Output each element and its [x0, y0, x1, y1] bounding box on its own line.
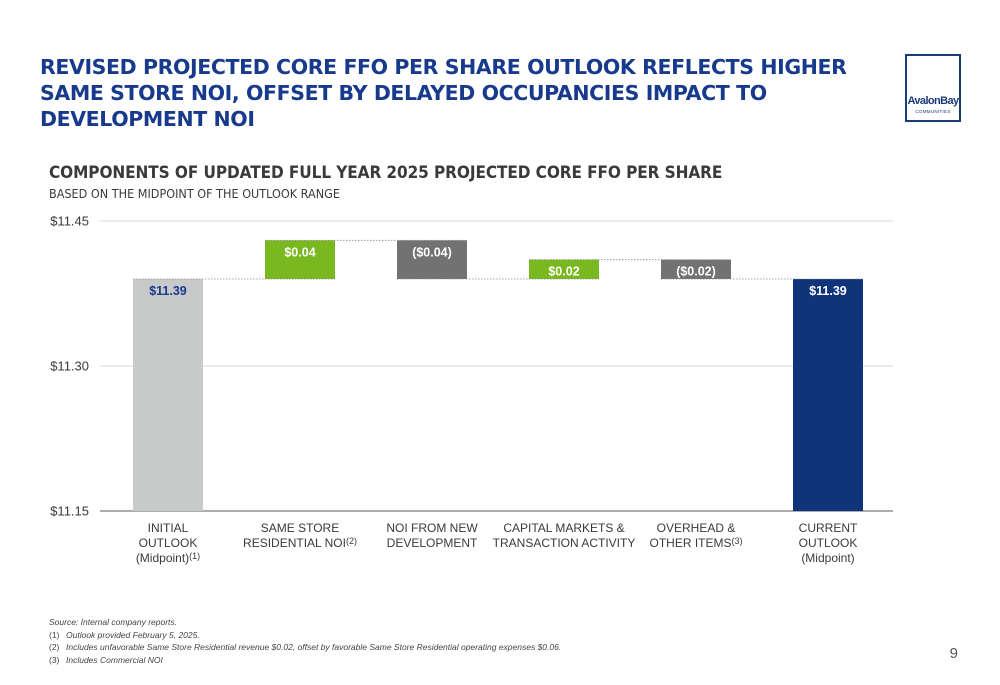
- bar-increase: [529, 259, 599, 279]
- x-category-label: INITIAL: [148, 521, 189, 535]
- company-logo: AvalonBay COMMUNITIES: [905, 54, 961, 122]
- x-category-label: OVERHEAD &: [657, 521, 736, 535]
- x-category-label: (Midpoint)(1): [136, 551, 200, 565]
- footnote-1: (1) Outlook provided February 5, 2025.: [49, 629, 200, 640]
- footnote-marker: (1): [189, 551, 200, 561]
- footnote-3: (3) Includes Commercial NOI: [49, 654, 163, 665]
- chart-title: COMPONENTS OF UPDATED FULL YEAR 2025 PRO…: [49, 163, 723, 182]
- bar-decrease: [661, 259, 731, 279]
- chart-subtitle: BASED ON THE MIDPOINT OF THE OUTLOOK RAN…: [49, 186, 340, 201]
- page-number: 9: [949, 645, 958, 662]
- y-tick-label: $11.45: [50, 214, 89, 229]
- x-category-label: RESIDENTIAL NOI(2): [243, 536, 357, 550]
- x-category-label: TRANSACTION ACTIVITY: [493, 536, 636, 550]
- footnote-marker: (3): [732, 536, 743, 546]
- footnotes: Source: Internal company reports. (1) Out…: [49, 616, 561, 666]
- footnote-marker: (2): [346, 536, 357, 546]
- footnote-2: (2) Includes unfavorable Same Store Resid…: [49, 642, 562, 652]
- page-title: REVISED PROJECTED CORE FFO PER SHARE OUT…: [40, 55, 847, 131]
- bar-increase: [265, 240, 335, 279]
- x-category-label: DEVELOPMENT: [387, 536, 478, 550]
- bar-value-label: ($0.02): [676, 265, 716, 279]
- logo-subtitle: COMMUNITIES: [915, 109, 951, 114]
- waterfall-chart: $11.45 $11.30 $11.15 $11.39 $0.04 ($0.04) $0.0…: [50, 214, 893, 565]
- bar-decrease: [397, 240, 467, 279]
- bar-total: [793, 279, 863, 511]
- x-category-label: OTHER ITEMS(3): [649, 536, 742, 550]
- bar-total: [133, 279, 203, 511]
- bar-value-label: $0.04: [284, 245, 315, 259]
- x-category-label: (Midpoint): [801, 551, 854, 565]
- logo-name: AvalonBay: [907, 95, 959, 107]
- x-category-label: OUTLOOK: [799, 536, 858, 550]
- x-category-label: CAPITAL MARKETS &: [503, 521, 624, 535]
- footnote-source: Source: Internal company reports.: [49, 617, 178, 627]
- x-category-label: NOI FROM NEW: [386, 521, 478, 535]
- y-tick-label: $11.30: [50, 359, 89, 374]
- bar-value-label: $11.39: [149, 284, 187, 298]
- x-category-label: SAME STORE: [261, 521, 339, 535]
- y-tick-label: $11.15: [50, 504, 89, 519]
- bar-value-label: $0.02: [548, 265, 579, 279]
- x-category-label: CURRENT: [799, 521, 858, 535]
- x-category-label: OUTLOOK: [139, 536, 198, 550]
- bar-value-label: ($0.04): [412, 245, 452, 259]
- bar-value-label: $11.39: [809, 284, 847, 298]
